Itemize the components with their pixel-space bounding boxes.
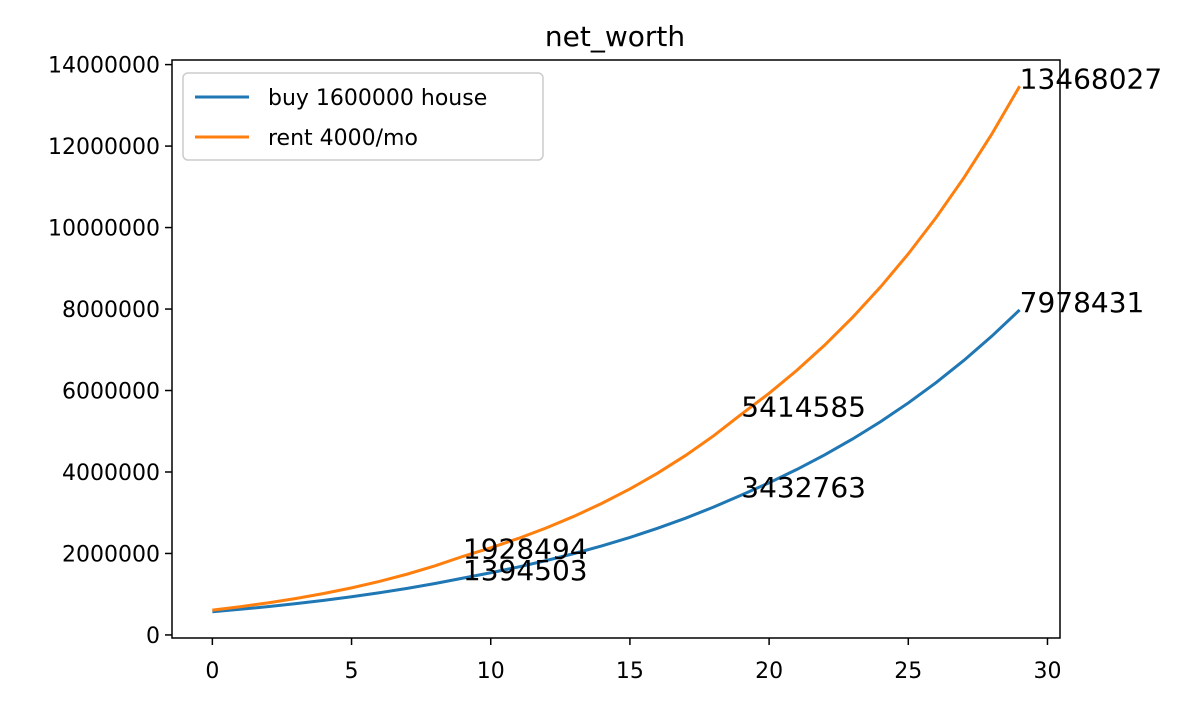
y-tick-label: 0 bbox=[146, 624, 160, 649]
y-tick-label: 8000000 bbox=[62, 298, 160, 323]
legend: buy 1600000 house rent 4000/mo bbox=[182, 72, 544, 161]
legend-box bbox=[182, 72, 544, 161]
annotation: 1928494 bbox=[463, 532, 588, 565]
y-tick-label: 10000000 bbox=[48, 217, 160, 242]
series-line bbox=[212, 85, 1021, 612]
x-tick-label: 25 bbox=[894, 659, 922, 684]
x-tick-label: 0 bbox=[205, 659, 219, 684]
x-tick-label: 30 bbox=[1033, 659, 1061, 684]
y-tick-label: 4000000 bbox=[62, 461, 160, 486]
x-tick-label: 15 bbox=[616, 659, 644, 684]
y-tick-label: 14000000 bbox=[48, 54, 160, 79]
legend-label: rent 4000/mo bbox=[268, 126, 418, 151]
x-tick-label: 10 bbox=[477, 659, 505, 684]
legend-label: buy 1600000 house bbox=[268, 86, 487, 111]
series-line bbox=[212, 308, 1021, 614]
y-tick-label: 12000000 bbox=[48, 135, 160, 160]
annotation: 13468027 bbox=[1020, 62, 1163, 95]
chart-title: net_worth bbox=[545, 20, 685, 53]
annotation: 1394503 bbox=[463, 554, 588, 587]
plot-frame bbox=[171, 59, 1061, 639]
x-tick-label: 20 bbox=[755, 659, 783, 684]
annotation: 7978431 bbox=[1020, 286, 1145, 319]
y-tick-label: 6000000 bbox=[62, 380, 160, 405]
annotation: 5414585 bbox=[741, 390, 866, 423]
x-tick-label: 5 bbox=[345, 659, 359, 684]
annotation: 3432763 bbox=[741, 471, 866, 504]
y-tick-label: 2000000 bbox=[62, 542, 160, 567]
